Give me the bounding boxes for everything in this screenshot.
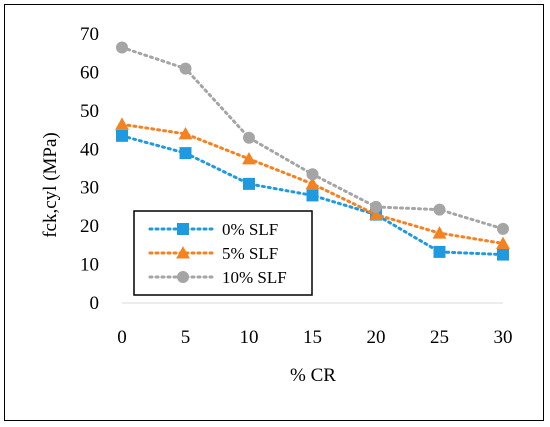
y-axis-label: fck,cyl (MPa) bbox=[40, 132, 61, 238]
legend-label: 5% SLF bbox=[222, 244, 278, 263]
data-point bbox=[243, 131, 255, 144]
data-point bbox=[497, 248, 509, 261]
data-point bbox=[370, 200, 382, 213]
x-tick-label: 25 bbox=[430, 327, 449, 348]
data-point bbox=[306, 168, 319, 181]
x-axis-label: % CR bbox=[290, 365, 336, 386]
series-line bbox=[120, 45, 505, 231]
x-tick-label: 30 bbox=[494, 327, 513, 348]
data-point bbox=[242, 151, 256, 165]
x-tick-label: 20 bbox=[367, 327, 386, 348]
y-tick-label: 70 bbox=[80, 24, 99, 45]
y-tick-label: 0 bbox=[90, 293, 100, 314]
data-point bbox=[433, 245, 446, 258]
y-tick-label: 10 bbox=[80, 255, 99, 276]
data-point bbox=[115, 117, 129, 130]
x-tick-label: 0 bbox=[117, 327, 127, 348]
data-point bbox=[369, 207, 383, 221]
y-tick-label: 30 bbox=[80, 178, 99, 199]
data-point bbox=[433, 203, 446, 216]
legend-label: 10% SLF bbox=[222, 268, 287, 287]
data-point bbox=[179, 147, 192, 160]
legend-marker bbox=[177, 223, 189, 235]
data-point bbox=[178, 127, 193, 140]
x-tick-label: 5 bbox=[181, 327, 191, 348]
data-point bbox=[243, 177, 255, 190]
x-tick-label: 15 bbox=[303, 327, 322, 348]
y-tick-label: 20 bbox=[80, 216, 99, 237]
data-point bbox=[116, 129, 128, 142]
data-point bbox=[305, 176, 320, 190]
legend-marker bbox=[176, 246, 190, 259]
data-point bbox=[306, 189, 319, 202]
y-tick-label: 60 bbox=[80, 62, 99, 83]
data-point bbox=[116, 41, 128, 54]
data-point bbox=[179, 62, 192, 75]
data-point bbox=[496, 236, 510, 249]
legend-label: 0% SLF bbox=[222, 220, 278, 239]
legend-marker bbox=[177, 271, 189, 283]
x-tick-label: 10 bbox=[240, 327, 259, 348]
data-point bbox=[432, 226, 447, 239]
data-point bbox=[497, 222, 509, 235]
y-tick-label: 50 bbox=[80, 101, 99, 122]
y-tick-label: 40 bbox=[80, 139, 99, 160]
